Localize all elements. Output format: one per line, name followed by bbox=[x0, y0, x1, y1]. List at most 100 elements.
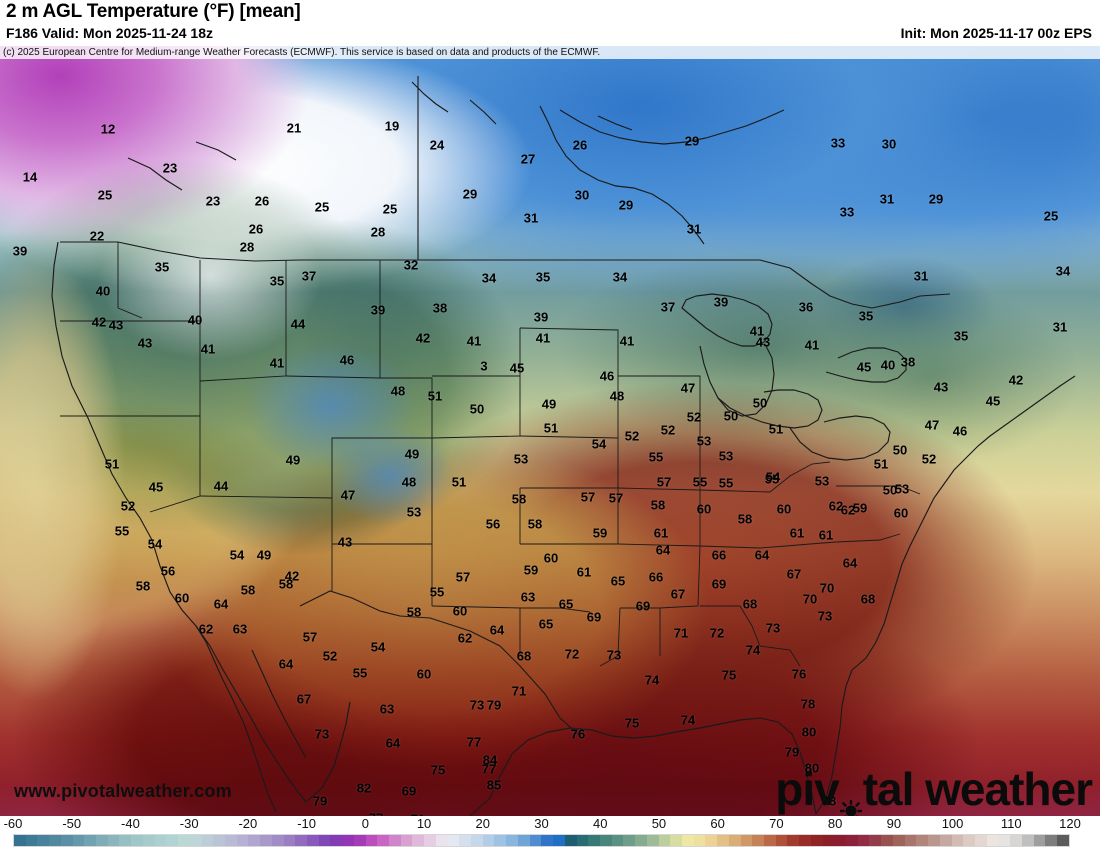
colorbar-segment bbox=[213, 835, 225, 846]
colorbar-segment bbox=[14, 835, 26, 846]
state-boundaries bbox=[60, 242, 920, 666]
logo-text-part1: piv bbox=[775, 763, 839, 815]
colorbar-segment bbox=[658, 835, 671, 846]
colorbar-segment bbox=[236, 835, 249, 846]
site-url-watermark: www.pivotalweather.com bbox=[14, 781, 232, 801]
colorbar-segment bbox=[260, 835, 272, 846]
colorbar-segment bbox=[49, 835, 61, 846]
field-texture bbox=[0, 46, 1100, 816]
colorbar-tick-label: 20 bbox=[475, 816, 490, 831]
colorbar-segment bbox=[178, 835, 190, 846]
colorbar-segment bbox=[822, 835, 835, 846]
colorbar-segment bbox=[951, 835, 964, 846]
colorbar-segment bbox=[717, 835, 729, 846]
colorbar-segment bbox=[306, 835, 319, 846]
colorbar-tick-label: 70 bbox=[769, 816, 784, 831]
colorbar-segment bbox=[365, 835, 378, 846]
colorbar-tick-label: 40 bbox=[592, 816, 608, 831]
colorbar-segment bbox=[107, 835, 120, 846]
colorbar-segment bbox=[564, 835, 577, 846]
colorbar-segment bbox=[599, 835, 612, 846]
colorbar-segment bbox=[517, 835, 530, 846]
colorbar-segment bbox=[974, 835, 987, 846]
colorbar-segment bbox=[986, 835, 999, 846]
map-canvas[interactable]: 12 14 25 22 39 40 42 43 43 23 23 26 26 28 35 35 21 37 25 19… bbox=[0, 46, 1100, 816]
colorbar-segment bbox=[775, 835, 788, 846]
colorbar-segment bbox=[353, 835, 366, 846]
colorbar-segment bbox=[506, 835, 518, 846]
temperature-field bbox=[0, 46, 1100, 816]
colorbar-segment bbox=[553, 835, 565, 846]
colorbar-segment bbox=[705, 835, 718, 846]
colorbar-segment bbox=[834, 835, 847, 846]
colorbar-segment bbox=[25, 835, 38, 846]
colorbar-segment bbox=[271, 835, 284, 846]
colorbar-tick-label: 60 bbox=[710, 816, 725, 831]
colorbar-tick-label: 90 bbox=[886, 816, 902, 831]
colorbar-segment bbox=[728, 835, 741, 846]
colorbar-segment bbox=[72, 835, 85, 846]
colorbar-segment bbox=[928, 835, 940, 846]
colorbar-segment bbox=[482, 835, 495, 846]
colorbar-segment bbox=[166, 835, 179, 846]
colorbar-tick-label: -60 bbox=[3, 816, 23, 831]
colorbar-gradient bbox=[13, 834, 1070, 847]
colorbar-segment bbox=[435, 835, 448, 846]
colorbar-segment bbox=[576, 835, 589, 846]
colorbar-segment bbox=[1010, 835, 1022, 846]
colorbar-segment bbox=[904, 835, 917, 846]
colorbar-tick-label: 0 bbox=[361, 816, 369, 831]
colorbar-segment bbox=[810, 835, 823, 846]
sun-icon bbox=[839, 783, 863, 816]
colorbar-segment bbox=[681, 835, 694, 846]
colorbar-tick-label: 100 bbox=[941, 816, 964, 831]
colorbar-segment bbox=[740, 835, 753, 846]
colorbar-segment bbox=[154, 835, 167, 846]
colorbar-tick-label: 80 bbox=[827, 816, 843, 831]
colorbar-tick-label: -50 bbox=[62, 816, 82, 831]
colorbar-segment bbox=[881, 835, 893, 846]
colorbar-segment bbox=[224, 835, 237, 846]
colorbar-segment bbox=[295, 835, 307, 846]
colorbar-segment bbox=[963, 835, 975, 846]
colorbar-segment bbox=[189, 835, 202, 846]
colorbar-segment bbox=[869, 835, 882, 846]
colorbar-segment bbox=[342, 835, 354, 846]
colorbar-segment bbox=[799, 835, 811, 846]
colorbar-segment bbox=[119, 835, 132, 846]
colorbar-segment bbox=[846, 835, 858, 846]
colorbar-segment bbox=[330, 835, 343, 846]
colorbar-segment bbox=[892, 835, 905, 846]
colorbar-segment bbox=[248, 835, 261, 846]
colorbar-tick-label: 30 bbox=[534, 816, 549, 831]
colorbar-segment bbox=[131, 835, 143, 846]
international-borders bbox=[60, 76, 950, 736]
colorbar-segment bbox=[494, 835, 507, 846]
colorbar-segment bbox=[1045, 835, 1057, 846]
colorbar-tick-label: -10 bbox=[297, 816, 317, 831]
colorbar-segment bbox=[541, 835, 554, 846]
colorbar-segment bbox=[670, 835, 682, 846]
colorbar-segment bbox=[1056, 835, 1069, 846]
colorbar-segment bbox=[693, 835, 706, 846]
colorbar-segment bbox=[646, 835, 659, 846]
colorbar-segment bbox=[623, 835, 636, 846]
header: 2 m AGL Temperature (°F) [mean] F186 Val… bbox=[0, 0, 1100, 46]
colorbar-segment bbox=[939, 835, 952, 846]
colorbar-segment bbox=[611, 835, 624, 846]
colorbar-segment bbox=[412, 835, 425, 846]
colorbar-segment bbox=[377, 835, 389, 846]
colorbar-segment bbox=[752, 835, 764, 846]
colorbar-segment bbox=[916, 835, 929, 846]
colorbar-segment bbox=[459, 835, 472, 846]
page-title: 2 m AGL Temperature (°F) [mean] bbox=[6, 1, 301, 22]
valid-time-label: F186 Valid: Mon 2025-11-24 18z bbox=[6, 25, 213, 41]
colorbar-segment bbox=[447, 835, 460, 846]
colorbar-segment bbox=[998, 835, 1011, 846]
colorbar-ticks: -60 -50 -40 -30 -20 -10 0 10 20 30 40 50 60 70 80 90 100… bbox=[0, 816, 1100, 834]
colorbar-segment bbox=[60, 835, 73, 846]
colorbar-tick-label: -30 bbox=[179, 816, 199, 831]
map-vectors bbox=[0, 46, 1100, 816]
coastlines bbox=[52, 82, 1075, 816]
